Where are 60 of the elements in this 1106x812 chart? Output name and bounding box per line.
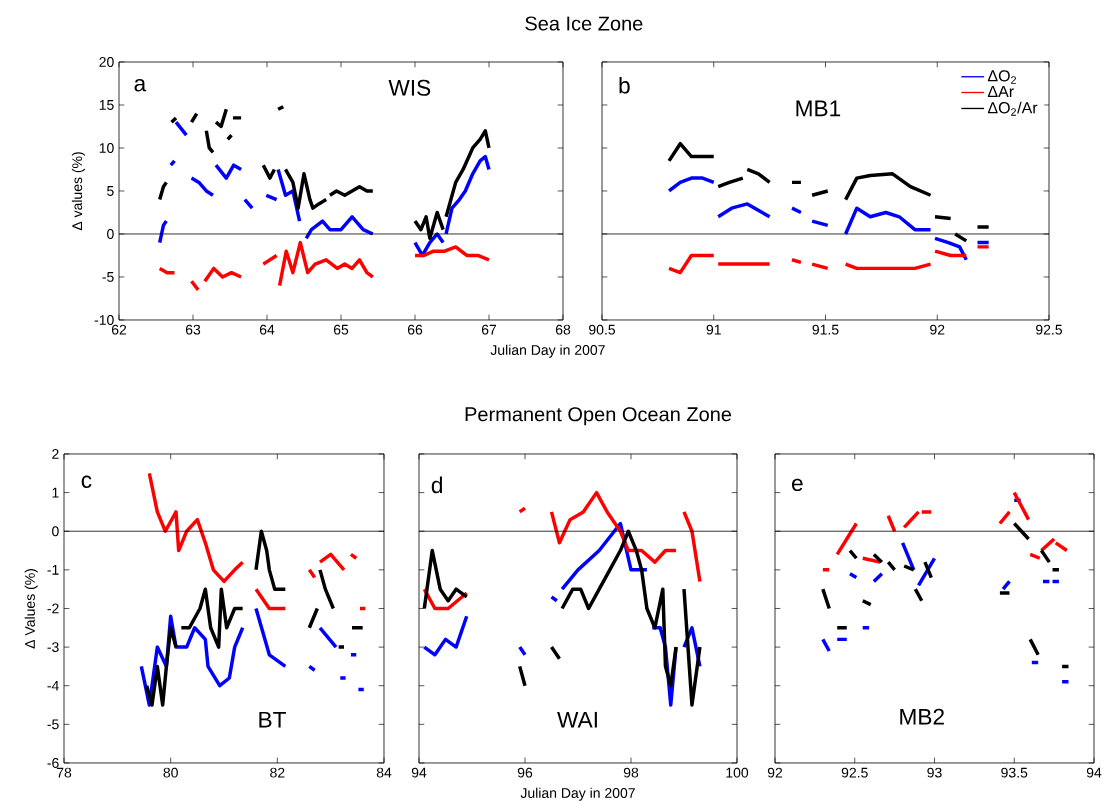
y-tick-label: 1 bbox=[52, 487, 59, 498]
annotation: MB2 bbox=[900, 708, 944, 725]
x-tick-label: 68 bbox=[555, 324, 571, 335]
y-tick-label: -2 bbox=[47, 603, 59, 614]
x-tick-label: 91.5 bbox=[812, 324, 839, 335]
x-tick-label: 92 bbox=[930, 324, 945, 335]
x-tick-label: 94 bbox=[411, 767, 427, 778]
annotation: c bbox=[81, 475, 92, 489]
x-axis-title: Julian Day in 2007 bbox=[490, 344, 605, 358]
x-tick-label: 66 bbox=[407, 324, 423, 335]
x-tick-label: 100 bbox=[726, 767, 749, 778]
x-tick-label: 80 bbox=[163, 767, 178, 778]
x-tick-label: 67 bbox=[481, 324, 497, 335]
y-tick-label: 20 bbox=[99, 57, 114, 67]
y-tick-label: 0 bbox=[52, 526, 59, 537]
y-tick-label: -5 bbox=[102, 272, 114, 282]
annotation: e bbox=[792, 478, 803, 492]
x-tick-label: 78 bbox=[56, 767, 72, 778]
y-tick-label: 15 bbox=[99, 100, 114, 110]
legend-label: ΔO$_{2}$/Ar bbox=[987, 101, 1038, 116]
x-tick-label: 90.5 bbox=[589, 324, 616, 335]
x-tick-label: 62 bbox=[111, 324, 127, 335]
x-tick-label: 96 bbox=[517, 767, 533, 778]
x-tick-label: 63 bbox=[185, 324, 201, 335]
x-tick-label: 91 bbox=[706, 324, 721, 335]
x-tick-label: 93.5 bbox=[1001, 767, 1028, 778]
y-tick-label: -5 bbox=[47, 719, 59, 730]
y-axis-title: Δ values (%) bbox=[71, 152, 85, 231]
y-tick-label: 10 bbox=[99, 143, 114, 153]
annotation: MB1 bbox=[796, 100, 841, 117]
annotation: WAI bbox=[557, 711, 597, 728]
x-axis-title: Julian Day in 2007 bbox=[520, 787, 635, 801]
y-tick-label: -10 bbox=[94, 315, 114, 325]
chart-title: Permanent Open Ocean Zone bbox=[465, 407, 732, 426]
y-axis-title: Δ Values (%) bbox=[24, 569, 38, 649]
legend-label: ΔO$_{2}$ bbox=[987, 70, 1016, 84]
annotation: d bbox=[431, 476, 442, 494]
annotation: a bbox=[134, 79, 147, 92]
x-tick-label: 64 bbox=[259, 324, 275, 335]
x-tick-label: 65 bbox=[333, 324, 349, 335]
legend-label: ΔAr bbox=[987, 86, 1014, 98]
annotation: BT bbox=[259, 711, 286, 728]
chart-title: Sea Ice Zone bbox=[525, 16, 643, 31]
x-tick-label: 92.5 bbox=[841, 767, 868, 778]
y-tick-label: 5 bbox=[107, 186, 114, 196]
y-tick-label: -4 bbox=[47, 680, 59, 691]
annotation: b bbox=[619, 76, 630, 94]
x-tick-label: 94 bbox=[1086, 767, 1102, 778]
y-tick-label: -6 bbox=[47, 758, 59, 768]
y-tick-label: -3 bbox=[47, 642, 59, 653]
x-tick-label: 82 bbox=[270, 767, 285, 778]
x-tick-label: 92 bbox=[767, 767, 783, 778]
x-tick-label: 98 bbox=[623, 767, 639, 778]
x-tick-label: 92.5 bbox=[1036, 324, 1063, 335]
y-tick-label: 0 bbox=[107, 229, 114, 239]
annotation: WIS bbox=[388, 79, 431, 96]
y-tick-label: 2 bbox=[52, 449, 59, 459]
y-tick-label: -1 bbox=[47, 565, 59, 575]
x-tick-label: 84 bbox=[376, 767, 392, 778]
x-tick-label: 93 bbox=[927, 767, 942, 778]
